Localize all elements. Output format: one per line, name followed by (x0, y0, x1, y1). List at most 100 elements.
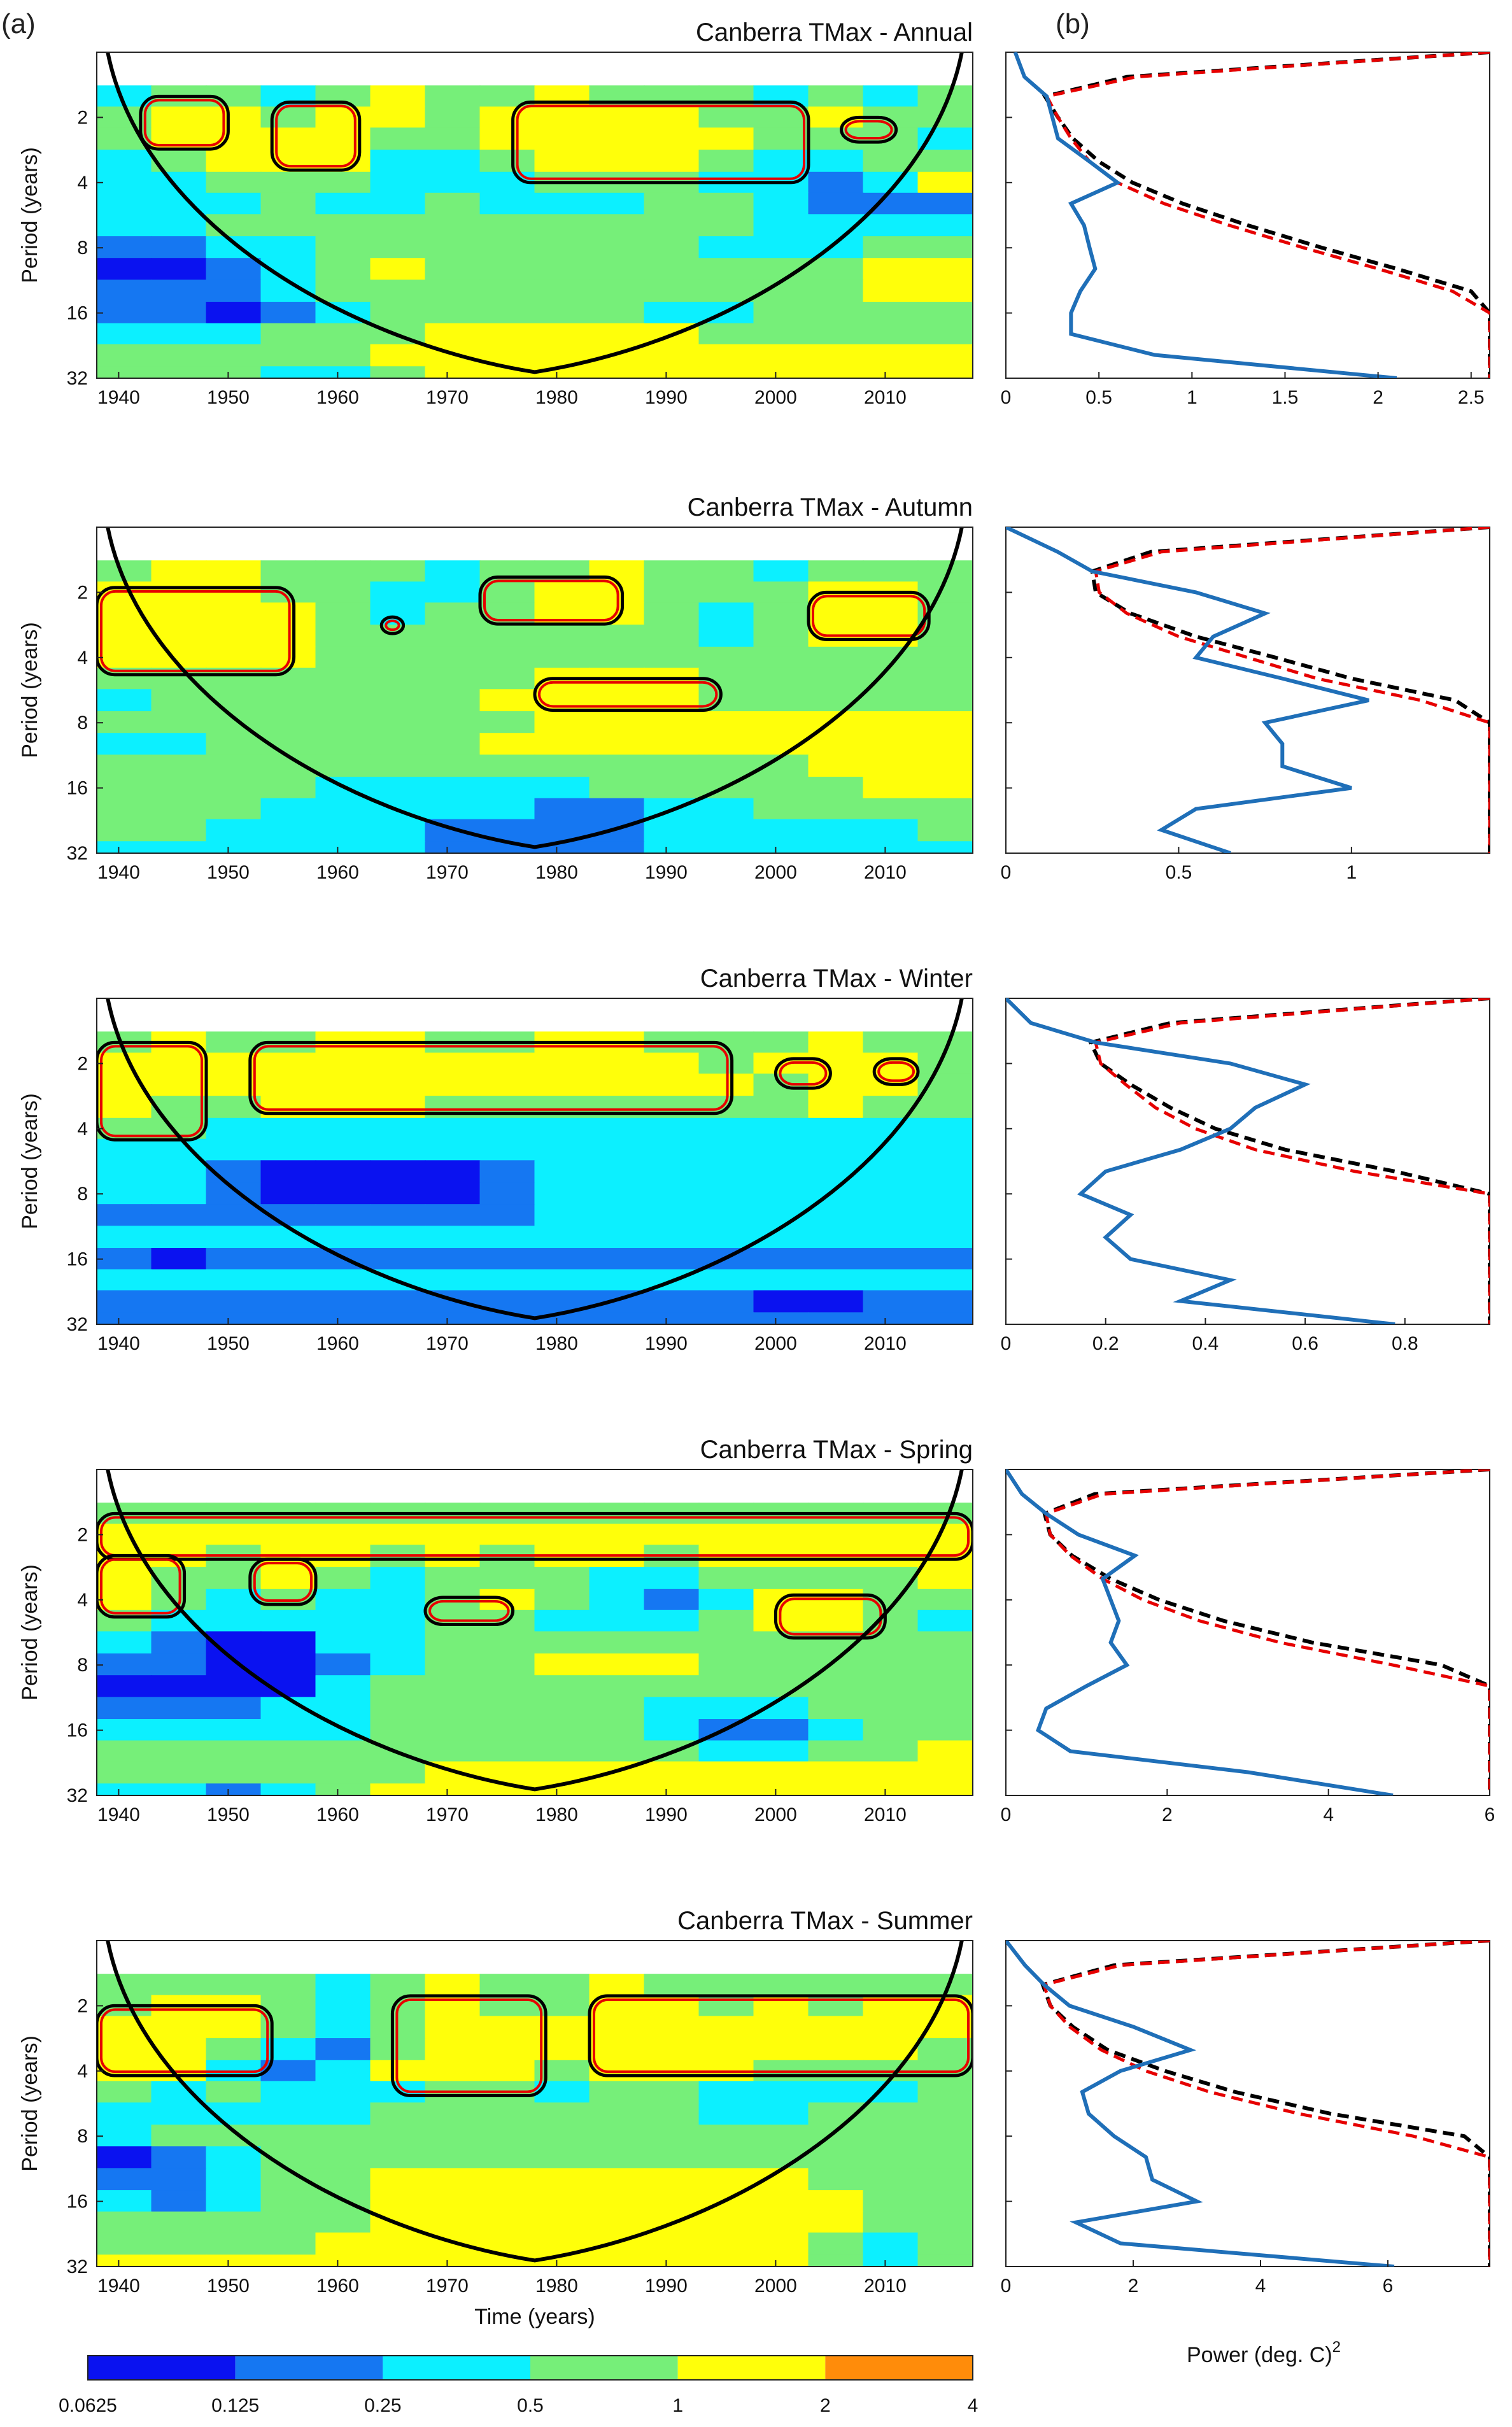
heatmap-cell (753, 150, 809, 173)
heatmap-cell (479, 1974, 535, 1996)
heatmap-cell (589, 1974, 645, 1996)
spectrum-x-tick-label: 0.6 (1292, 1333, 1318, 1354)
right-axes-frame (1005, 527, 1490, 854)
heatmap-cell (315, 1610, 371, 1632)
heatmap-cell (370, 127, 426, 151)
heatmap-cell (589, 2102, 645, 2126)
heatmap-cell (425, 602, 481, 626)
heatmap-cell (479, 1052, 535, 1075)
heatmap-cell (97, 711, 152, 734)
y-axis-label: Period (years) (18, 1093, 42, 1229)
significance-contour-red (143, 99, 225, 147)
heatmap-cell (644, 1226, 700, 1249)
heatmap-cell (589, 711, 645, 734)
heatmap-cell (534, 85, 590, 108)
y-tick-label: 2 (77, 1524, 88, 1545)
heatmap-cell (534, 560, 590, 583)
x-tick-label: 2010 (864, 2275, 907, 2296)
heatmap-cell (534, 1073, 590, 1097)
heatmap-cell (370, 1248, 426, 1270)
heatmap-cell (589, 2081, 645, 2104)
heatmap-cell (917, 1589, 973, 1611)
significance-contour-black (97, 2004, 274, 2077)
heatmap-cell (534, 1117, 590, 1140)
significance-contour-black (97, 1511, 973, 1561)
heatmap-cell (534, 2081, 590, 2104)
heatmap-cell (315, 2060, 371, 2082)
heatmap-cell (808, 841, 864, 853)
heatmap-cell (425, 646, 481, 669)
heatmap-cell (260, 2060, 316, 2082)
heatmap-cell (917, 1052, 973, 1075)
heatmap-cell (206, 192, 262, 215)
heatmap-cell (260, 85, 316, 108)
heatmap-cell (370, 1052, 426, 1075)
heatmap (97, 1941, 973, 2267)
heatmap-cell (753, 2211, 809, 2233)
panel-1: 1940 1950 1960 1970 1980 1990 2000 2010 2 4 8 16 32 P… (18, 493, 1490, 883)
heatmap-cell (151, 1204, 207, 1227)
heatmap-cell (917, 150, 973, 173)
heatmap-cell (151, 2190, 207, 2212)
heatmap-cell (589, 302, 645, 324)
heatmap-cell (589, 366, 645, 378)
heatmap-cell (698, 2254, 754, 2267)
heatmap-cell (425, 127, 481, 151)
heatmap-cell (917, 2102, 973, 2126)
heatmap-cell (425, 302, 481, 324)
y-axis-label: Period (years) (18, 147, 42, 283)
heatmap-cell (206, 625, 262, 647)
heatmap-cell (479, 1248, 535, 1270)
heatmap-cell (425, 667, 481, 690)
heatmap-cell (260, 1719, 316, 1741)
heatmap-cell (370, 1719, 426, 1741)
heatmap-cell (206, 279, 262, 303)
heatmap-cell (151, 1697, 207, 1720)
heatmap-cell (698, 127, 754, 151)
heatmap-cell (589, 1226, 645, 1249)
heatmap-cell (589, 2254, 645, 2267)
heatmap-cell (808, 150, 864, 173)
heatmap-cell (425, 236, 481, 259)
heatmap-cell (644, 366, 700, 378)
heatmap-cell (644, 302, 700, 324)
heatmap-cell (425, 214, 481, 237)
heatmap-cell (206, 1312, 262, 1324)
heatmap-cell (370, 2125, 426, 2148)
heatmap-cell (315, 646, 371, 669)
spectrum-lines (1006, 998, 1490, 1324)
heatmap-cell (260, 777, 316, 799)
heatmap-cell (917, 1138, 973, 1161)
heatmap-cell (534, 2016, 590, 2039)
heatmap-cell (808, 2254, 864, 2267)
heatmap-cell (315, 2102, 371, 2126)
heatmap-cell (260, 214, 316, 237)
heatmap-cell (370, 1761, 426, 1785)
heatmap-cell (370, 1204, 426, 1227)
heatmap-cell (479, 2168, 535, 2191)
heatmap-cell (315, 2211, 371, 2233)
heatmap-cell (315, 1117, 371, 1140)
heatmap-cell (260, 798, 316, 820)
heatmap-cell (479, 1567, 535, 1590)
heatmap-cell (479, 127, 535, 151)
heatmap-cell (425, 689, 481, 712)
heatmap-cell (753, 127, 809, 151)
heatmap-cell (425, 733, 481, 756)
heatmap-cell (589, 777, 645, 799)
spectrum-x-tick-label: 4 (1255, 2275, 1266, 2296)
heatmap-cell (97, 1138, 152, 1161)
heatmap-cell (917, 1740, 973, 1762)
heatmap-cell (425, 1740, 481, 1762)
heatmap-cell (698, 258, 754, 281)
heatmap-cell (425, 192, 481, 215)
heatmap-cell (370, 1610, 426, 1632)
heatmap-cell (425, 2125, 481, 2148)
heatmap-cell (917, 1697, 973, 1720)
heatmap-cell (753, 1995, 809, 2017)
heatmap-cell (808, 646, 864, 669)
heatmap-cell (644, 1610, 700, 1632)
heatmap-cell (917, 1631, 973, 1655)
heatmap-cell (370, 1226, 426, 1249)
x-tick-label: 1940 (97, 387, 140, 408)
